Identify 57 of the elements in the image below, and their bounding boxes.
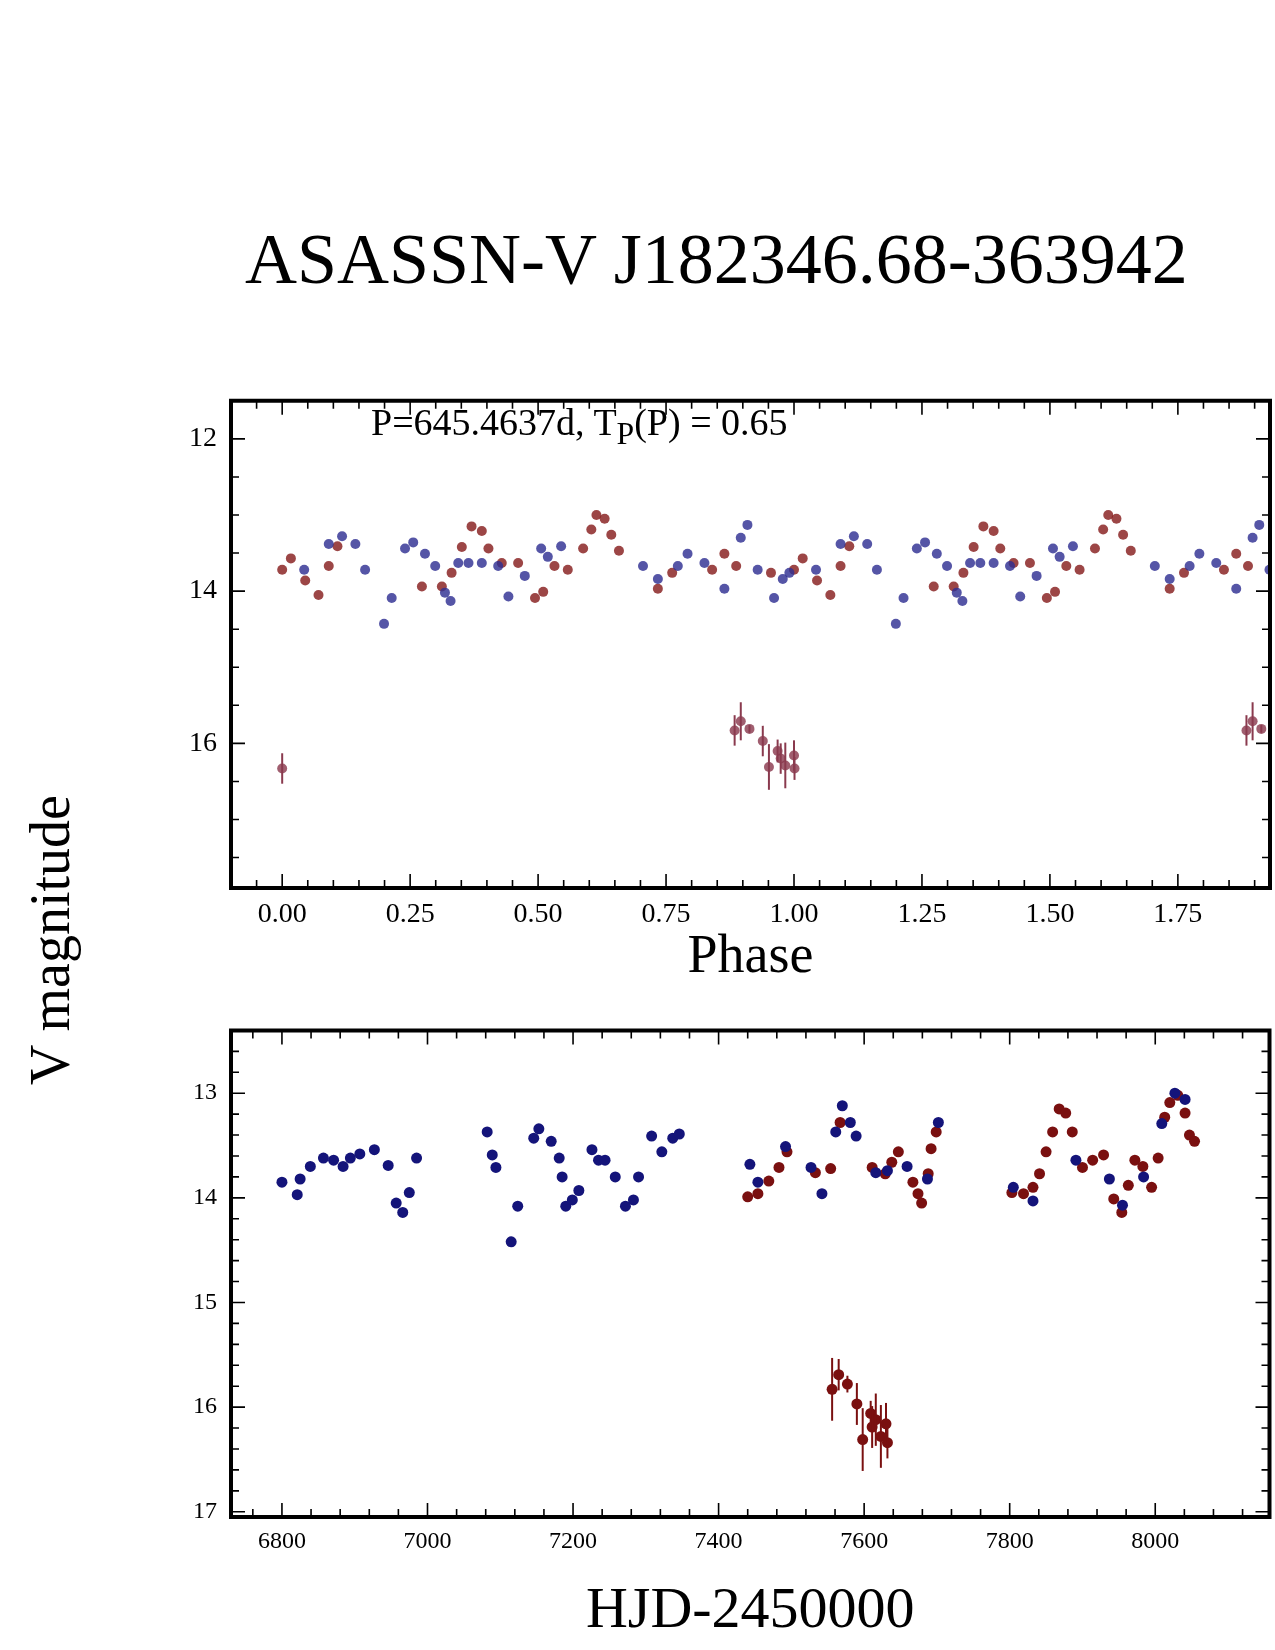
point (1027, 1181, 1039, 1193)
point (1164, 1097, 1176, 1109)
y-tick-label: 16 (189, 725, 217, 757)
point (1122, 1179, 1134, 1191)
x-tick-label: 0.25 (385, 897, 435, 929)
x-tick-label: 7400 (694, 1526, 743, 1553)
y-tick-label: 14 (189, 573, 217, 605)
y-axis-title: V magnitude (18, 795, 82, 1085)
x-tick-label: 0.00 (257, 897, 307, 929)
y-tick-label: 14 (193, 1183, 217, 1210)
y-tick-label: 12 (189, 421, 217, 453)
point (930, 1126, 942, 1138)
y-tick-label: 13 (193, 1078, 217, 1105)
x-tick-label: 1.50 (1025, 897, 1075, 929)
point (752, 1188, 764, 1200)
x-tick-label: 6800 (257, 1526, 306, 1553)
point (907, 1176, 919, 1188)
x-tick-label: 1.75 (1153, 897, 1203, 929)
point (825, 1163, 837, 1175)
point (1129, 1154, 1141, 1166)
x-tick-label: 0.50 (513, 897, 563, 929)
y-tick-label: 17 (193, 1497, 217, 1524)
point (1066, 1126, 1078, 1138)
point (773, 1161, 785, 1173)
point (892, 1146, 904, 1158)
x-tick-label: 1.25 (897, 897, 947, 929)
x-tick-label: 8000 (1131, 1526, 1180, 1553)
point (1098, 1149, 1110, 1161)
point (1108, 1193, 1120, 1205)
x-tick-label: 7200 (549, 1526, 598, 1553)
point (925, 1143, 937, 1155)
annotation: P=645.4637d, T$_{P}$(P) = 0.65 (371, 400, 788, 452)
point (1152, 1152, 1164, 1164)
chart-title: ASASSN-V J182346.68-363942 (245, 218, 1188, 301)
point (763, 1175, 775, 1187)
x-tick-label: 7000 (403, 1526, 452, 1553)
point (1040, 1146, 1052, 1158)
x-tick-label: 7800 (985, 1526, 1034, 1553)
point (1034, 1168, 1046, 1180)
y-tick-label: 15 (193, 1287, 217, 1314)
point (916, 1197, 928, 1209)
point (1137, 1160, 1149, 1172)
point (1146, 1181, 1158, 1193)
point (1060, 1107, 1072, 1119)
point (1047, 1126, 1059, 1138)
y-tick-label: 16 (193, 1392, 217, 1419)
point (1076, 1161, 1088, 1173)
point (1087, 1154, 1099, 1166)
point (742, 1191, 754, 1203)
point (912, 1188, 924, 1200)
x-axis-title: HJD-2450000 (585, 1575, 915, 1641)
point (886, 1156, 898, 1168)
point (1018, 1188, 1030, 1200)
point (1179, 1107, 1191, 1119)
point (1189, 1135, 1201, 1147)
x-tick-label: 7600 (840, 1526, 889, 1553)
point (834, 1116, 846, 1128)
